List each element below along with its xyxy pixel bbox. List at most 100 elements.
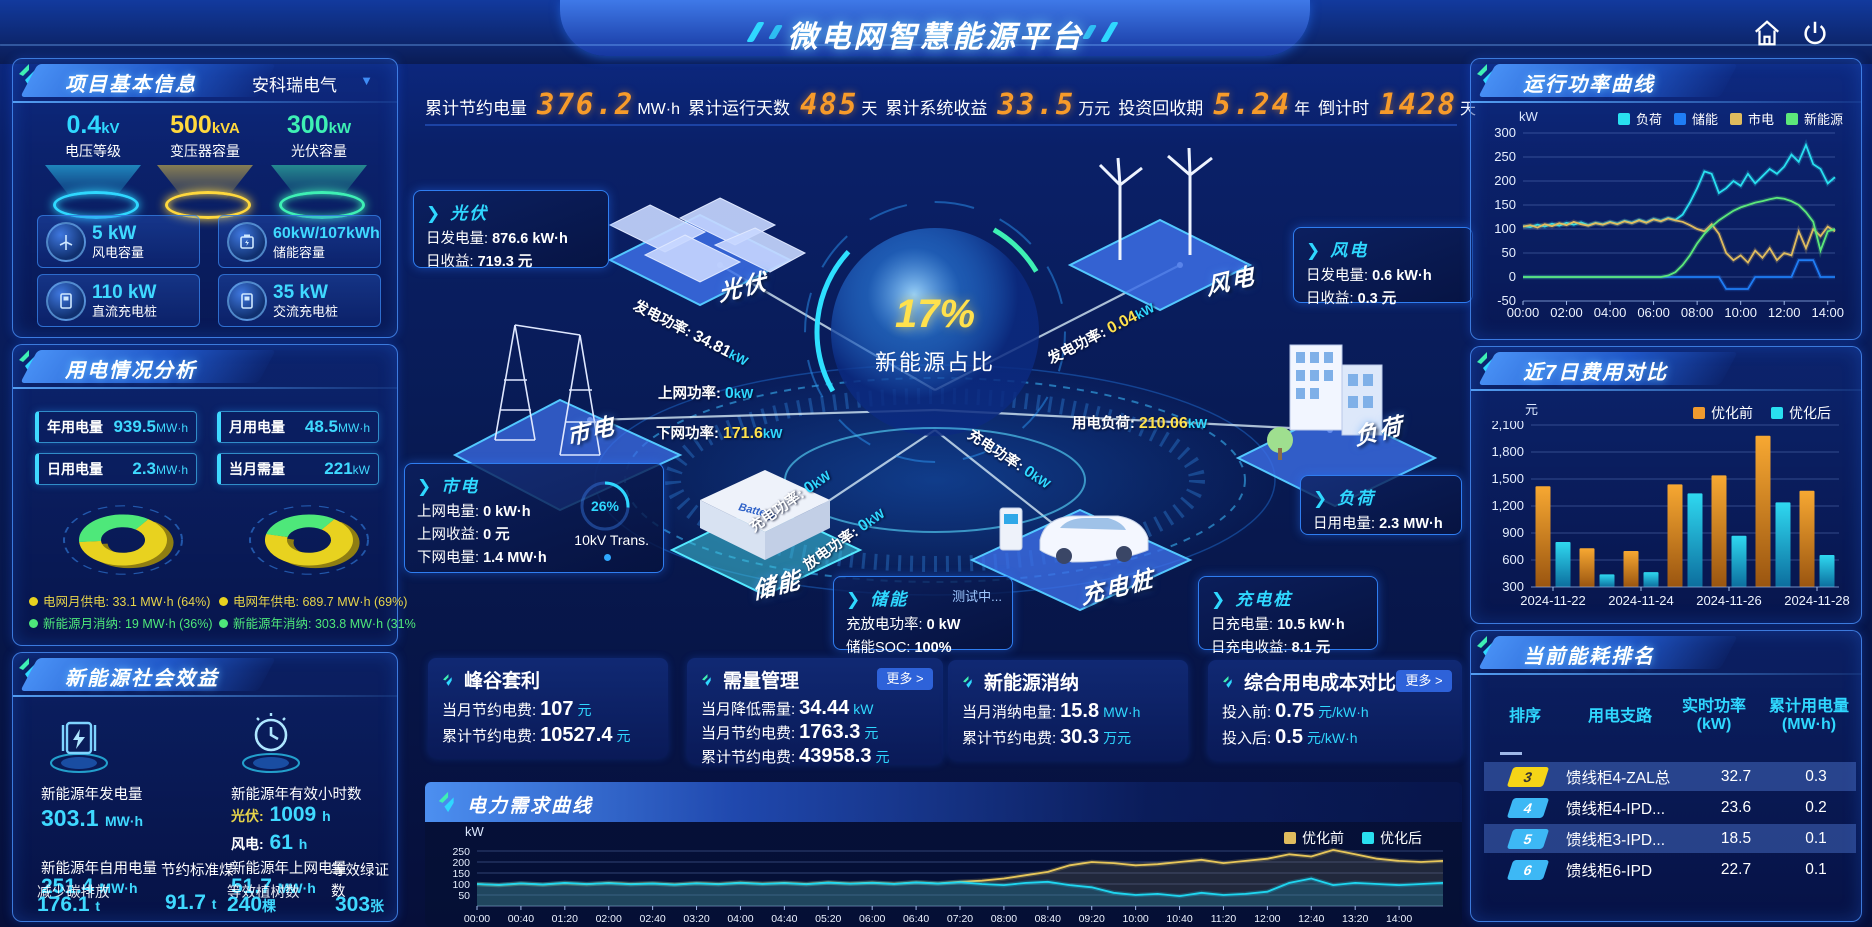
month-donut-chart (53, 493, 193, 587)
legend-item[interactable]: 优化前 (1693, 403, 1753, 423)
svg-text:01:20: 01:20 (552, 913, 578, 925)
legend-value: 33.1 MW·h (64%) (112, 595, 211, 609)
chevron-icon: ❯ (426, 204, 443, 223)
legend-item[interactable]: 优化前 (1284, 828, 1344, 848)
legend-item[interactable]: 优化后 (1771, 403, 1831, 423)
card-title: 新能源消纳 (962, 668, 1174, 695)
legend-renewable-month: 新能源月消纳: 19 MW·h (36%) (29, 613, 213, 632)
info-label: 储能SOC: (846, 640, 911, 656)
kpi-bar: 累计节约电量 376.2 MW·h 累计运行天数 485 天 累计系统收益 33… (425, 84, 1476, 126)
kpi-unit: 天 (861, 101, 878, 118)
legend-dot (29, 619, 38, 628)
svg-text:300: 300 (1494, 127, 1516, 140)
svg-text:06:00: 06:00 (859, 913, 885, 925)
legend-grid-year: 电网年供电: 689.7 MW·h (69%) (219, 591, 407, 610)
to-grid-value: 51.7 MW·h (231, 875, 316, 898)
legend-item[interactable]: 新能源 (1785, 109, 1843, 128)
svg-text:08:00: 08:00 (1681, 305, 1714, 320)
kpi-payback: 投资回收期 5.24 年 (1118, 87, 1310, 121)
gauge-cone (271, 165, 367, 219)
header-banner (560, 0, 1310, 56)
svg-text:07:20: 07:20 (947, 913, 973, 925)
chevron-down-icon[interactable]: ▼ (360, 73, 373, 88)
svg-text:100: 100 (452, 879, 470, 891)
company-selector[interactable]: 安科瑞电气 (252, 76, 337, 95)
legend-renewable-year: 新能源年消纳: 303.8 MW·h (31% (219, 613, 416, 632)
legend-label: 新能源月消纳: (43, 617, 122, 631)
rank-badge: 3 (1506, 766, 1550, 787)
ranking-rows-clip: 3 馈线柜4-ZAL总 32.7 0.3 4 馈线柜4-IPD... 23.6 … (1470, 760, 1860, 882)
panel-header-line (13, 695, 397, 697)
card-title: 需量管理 (701, 666, 929, 693)
to-grid-label: 新能源年上网电量 (231, 861, 347, 877)
page-title: 微电网智慧能源平台 (787, 21, 1085, 54)
legend-swatch (1693, 407, 1705, 419)
card-corner-icon (963, 676, 972, 688)
gauge-pv-capacity: 300kW 光伏容量 (257, 111, 381, 219)
gauge-value: 500 (170, 111, 212, 139)
info-label: 下网电量: (417, 550, 480, 566)
panel-cost-compare: 近7日费用对比 元 优化前 优化后 300 600 900 1,200 1,500 1,8… (1470, 346, 1862, 624)
legend-item[interactable]: 负荷 (1617, 109, 1662, 128)
gauge-unit: kW (328, 120, 352, 137)
panel-title: 当前能耗排名 (1523, 646, 1655, 668)
cost-ylabel: 元 (1525, 402, 1539, 417)
svg-text:14:00: 14:00 (1811, 305, 1844, 320)
stat-unit: MW·h (156, 421, 188, 435)
transformer-dot (604, 554, 611, 561)
power-icon[interactable] (1800, 18, 1830, 48)
branch-name: 馈线柜4-IPD... (1566, 800, 1666, 818)
charger-node (969, 507, 1193, 612)
info-value: 8.1 元 (1291, 640, 1331, 656)
legend-label: 电网月供电: (43, 595, 109, 609)
run-power-ylabel: kW (1519, 109, 1538, 124)
info-value: 10.5 kW·h (1277, 617, 1345, 633)
svg-text:03:20: 03:20 (683, 913, 709, 925)
panel-header-line (1471, 101, 1861, 103)
panel-header-line (1471, 673, 1861, 675)
storage-info-box: ❯ 储能 测试中... 充放电功率: 0 kW 储能SOC: 100% (833, 576, 1013, 656)
gauge-cone (45, 165, 141, 219)
rank-badge: 6 (1506, 859, 1550, 880)
cost-legend: 优化前 优化后 (1693, 403, 1831, 423)
legend-item[interactable]: 储能 (1673, 109, 1718, 128)
flow-load-power: 用电负荷: 210.06kW (1072, 415, 1208, 432)
card-dc-charger: 110 kW 直流充电桩 (37, 274, 200, 327)
info-label: 日发电量: (426, 231, 489, 247)
coal-label: 节约标准煤 (161, 863, 234, 879)
grid-info-box: ❯ 市电 上网电量: 0 kW·h 上网收益: 0 元 下网电量: 1.4 MW·… (404, 463, 664, 573)
gauge-value: 300 (286, 111, 329, 139)
info-title: ❯ 充电桩 (1211, 590, 1293, 609)
cost-plot: 300 600 900 1,200 1,500 1,800 2,100 2024-11-22 2… (1479, 417, 1851, 615)
more-button[interactable]: 更多 > (877, 668, 933, 690)
pv-hours: 光伏: 1009 h (231, 803, 331, 826)
kpi-label: 倒计时 (1318, 99, 1370, 118)
legend-dot (219, 597, 228, 606)
more-button[interactable]: 更多 > (1396, 670, 1452, 692)
panel-header: 近7日费用对比 (1471, 347, 1861, 391)
branch-energy: 0.1 (1805, 860, 1827, 878)
kpi-run-days: 累计运行天数 485 天 (688, 87, 877, 121)
trees-label: 等效植树数 (227, 885, 300, 901)
card-value: 110 kW (92, 281, 157, 303)
home-icon[interactable] (1752, 18, 1782, 48)
panel-header-line (1471, 389, 1861, 391)
chevron-icon: ❯ (1306, 241, 1323, 260)
wind-info-box: ❯ 风电 日发电量: 0.6 kW·h 日收益: 0.3 元 (1293, 227, 1473, 307)
info-value: 0.3 元 (1357, 291, 1397, 307)
stat-value: 939.5 (113, 417, 156, 436)
kpi-unit: 年 (1294, 101, 1311, 118)
legend-swatch (1362, 832, 1374, 844)
panel-header: 运行功率曲线 (1471, 59, 1861, 103)
trees-value: 240棵 (227, 893, 277, 916)
svg-text:05:20: 05:20 (815, 913, 841, 925)
flow-grid-up: 上网功率: 0kW (658, 385, 754, 402)
legend-item[interactable]: 优化后 (1362, 828, 1422, 848)
legend-item[interactable]: 市电 (1729, 109, 1774, 128)
panel-header: 当前能耗排名 (1471, 631, 1861, 675)
info-label: 日充电收益: (1211, 640, 1288, 656)
svg-text:08:00: 08:00 (991, 913, 1017, 925)
svg-text:00:00: 00:00 (464, 913, 490, 925)
svg-text:1,500: 1,500 (1491, 471, 1524, 486)
wind-node (1067, 147, 1253, 312)
